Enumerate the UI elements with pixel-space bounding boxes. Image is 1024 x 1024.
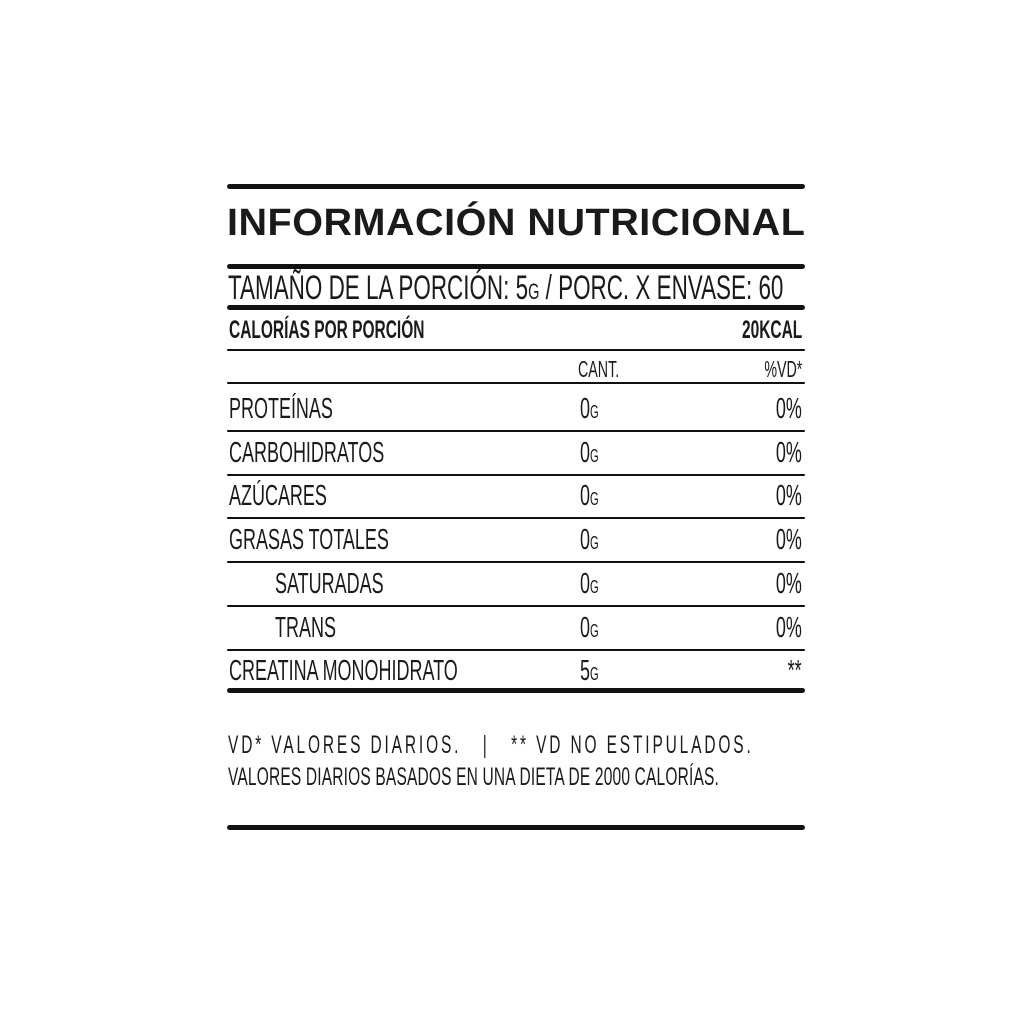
- nutrient-label: SATURADAS: [275, 568, 384, 600]
- nutrient-amount: 0G: [580, 480, 599, 512]
- rule: [227, 430, 805, 432]
- footer-line-1: VD* VALORES DIARIOS. | ** VD NO ESTIPULA…: [228, 731, 754, 759]
- rule: [227, 517, 805, 519]
- nutrient-dv: **: [788, 655, 802, 687]
- nutrient-dv: 0%: [776, 480, 802, 512]
- nutrient-label: CREATINA MONOHIDRATO: [229, 655, 458, 687]
- rule: [227, 474, 805, 476]
- nutrient-row: AZÚCARES 0G 0%: [227, 482, 805, 512]
- rule: [227, 605, 805, 607]
- serving-unit: G: [528, 279, 540, 304]
- nutrient-label: CARBOHIDRATOS: [229, 437, 385, 469]
- nutrient-label: AZÚCARES: [229, 480, 327, 512]
- label-title: INFORMACIÓN NUTRICIONAL: [227, 204, 805, 242]
- nutrient-amount: 0G: [580, 437, 599, 469]
- nutrient-dv: 0%: [776, 612, 802, 644]
- calories-label: CALORÍAS POR PORCIÓN: [229, 316, 425, 344]
- title-text: INFORMACIÓN NUTRICIONAL: [227, 202, 806, 244]
- calories-row: CALORÍAS POR PORCIÓN 20KCAL: [227, 318, 805, 348]
- nutrient-row: PROTEÍNAS 0G 0%: [227, 395, 805, 425]
- nutrient-label: GRASAS TOTALES: [229, 524, 389, 556]
- serving-size: TAMAÑO DE LA PORCIÓN: 5G / PORC. X ENVAS…: [228, 271, 1024, 305]
- rule: [227, 561, 805, 563]
- title-rule: [227, 264, 805, 269]
- nutrient-label: PROTEÍNAS: [229, 393, 333, 425]
- column-headers: CANT. %VD*: [227, 358, 805, 388]
- servings-per-container: / PORC. X ENVASE: 60: [539, 269, 784, 307]
- rule: [227, 649, 805, 651]
- serving-rule: [227, 305, 805, 310]
- footer-line-2: VALORES DIARIOS BASADOS EN UNA DIETA DE …: [228, 763, 719, 791]
- table-bottom-rule: [227, 688, 805, 693]
- header-dv: %VD*: [763, 356, 802, 382]
- nutrient-amount: 0G: [580, 524, 599, 556]
- top-rule: [227, 184, 805, 189]
- nutrient-amount: 0G: [580, 393, 599, 425]
- nutrient-dv: 0%: [776, 568, 802, 600]
- rule: [227, 349, 805, 351]
- nutrient-dv: 0%: [776, 524, 802, 556]
- nutrient-amount: 0G: [580, 568, 599, 600]
- nutrient-amount: 5G: [580, 655, 599, 687]
- nutrient-amount: 0G: [580, 612, 599, 644]
- nutrient-dv: 0%: [776, 393, 802, 425]
- bottom-rule: [227, 825, 805, 830]
- nutrient-label: TRANS: [275, 612, 336, 644]
- nutrient-row: SATURADAS 0G 0%: [227, 570, 805, 600]
- nutrient-row: TRANS 0G 0%: [227, 614, 805, 644]
- header-amount: CANT.: [578, 356, 620, 382]
- nutrient-dv: 0%: [776, 437, 802, 469]
- nutrient-row: CARBOHIDRATOS 0G 0%: [227, 439, 805, 469]
- serving-label: TAMAÑO DE LA PORCIÓN: 5: [228, 269, 529, 307]
- nutrient-row: CREATINA MONOHIDRATO 5G **: [227, 657, 805, 687]
- rule: [227, 382, 805, 384]
- nutrient-row: GRASAS TOTALES 0G 0%: [227, 526, 805, 556]
- calories-value: 20KCAL: [741, 316, 802, 344]
